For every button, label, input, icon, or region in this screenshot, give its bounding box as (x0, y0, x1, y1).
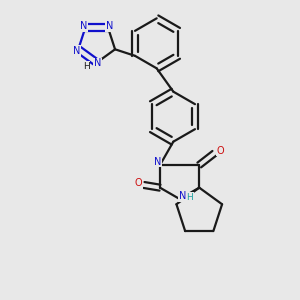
Text: N: N (179, 191, 187, 201)
Text: N: N (94, 58, 101, 68)
Text: H: H (186, 193, 193, 202)
Text: H: H (82, 62, 89, 71)
Text: N: N (154, 157, 161, 167)
Text: N: N (80, 21, 87, 31)
Text: O: O (216, 146, 224, 156)
Text: N: N (73, 46, 80, 56)
Text: N: N (106, 21, 113, 31)
Text: O: O (134, 178, 142, 188)
